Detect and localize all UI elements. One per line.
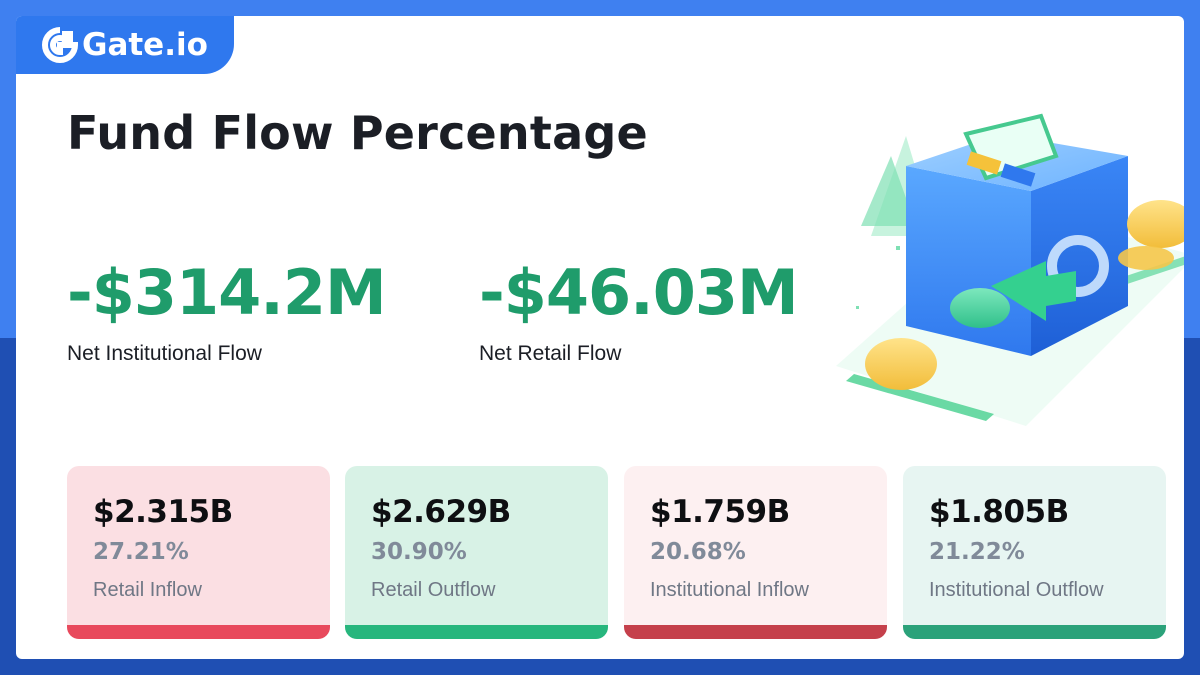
card-amount: $2.315B [93, 494, 233, 530]
card-percent: 30.90% [371, 539, 467, 565]
card-label: Retail Inflow [93, 579, 202, 601]
card-accent-bar [345, 625, 608, 639]
card-label: Institutional Outflow [929, 579, 1104, 601]
fund-box-coins-illustration [836, 113, 1184, 426]
institutional-outflow-card: $1.805B 21.22% Institutional Outflow [903, 466, 1166, 639]
stat-label: Net Retail Flow [479, 342, 622, 365]
retail-outflow-card: $2.629B 30.90% Retail Outflow [345, 466, 608, 639]
page-title: Fund Flow Percentage [67, 106, 648, 160]
stat-value: -$314.2M [67, 256, 387, 329]
card-amount: $1.759B [650, 494, 790, 530]
card-amount: $1.805B [929, 494, 1069, 530]
card-percent: 21.22% [929, 539, 1025, 565]
content-panel: Gate.io Fund Flow Percentage -$314.2M Ne… [16, 16, 1184, 659]
stat-value: -$46.03M [479, 256, 799, 329]
brand-logo: Gate.io [16, 16, 234, 74]
card-amount: $2.629B [371, 494, 511, 530]
card-accent-bar [903, 625, 1166, 639]
card-label: Retail Outflow [371, 579, 496, 601]
card-label: Institutional Inflow [650, 579, 809, 601]
card-percent: 27.21% [93, 539, 189, 565]
stat-label: Net Institutional Flow [67, 342, 262, 365]
flow-cards: $2.315B 27.21% Retail Inflow $2.629B 30.… [67, 466, 1167, 639]
gate-logo-icon [42, 27, 78, 63]
card-accent-bar [67, 625, 330, 639]
net-institutional-flow-stat: -$314.2M Net Institutional Flow [67, 256, 387, 366]
brand-name: Gate.io [82, 27, 208, 63]
net-retail-flow-stat: -$46.03M Net Retail Flow [479, 256, 799, 366]
card-accent-bar [624, 625, 887, 639]
retail-inflow-card: $2.315B 27.21% Retail Inflow [67, 466, 330, 639]
card-percent: 20.68% [650, 539, 746, 565]
institutional-inflow-card: $1.759B 20.68% Institutional Inflow [624, 466, 887, 639]
